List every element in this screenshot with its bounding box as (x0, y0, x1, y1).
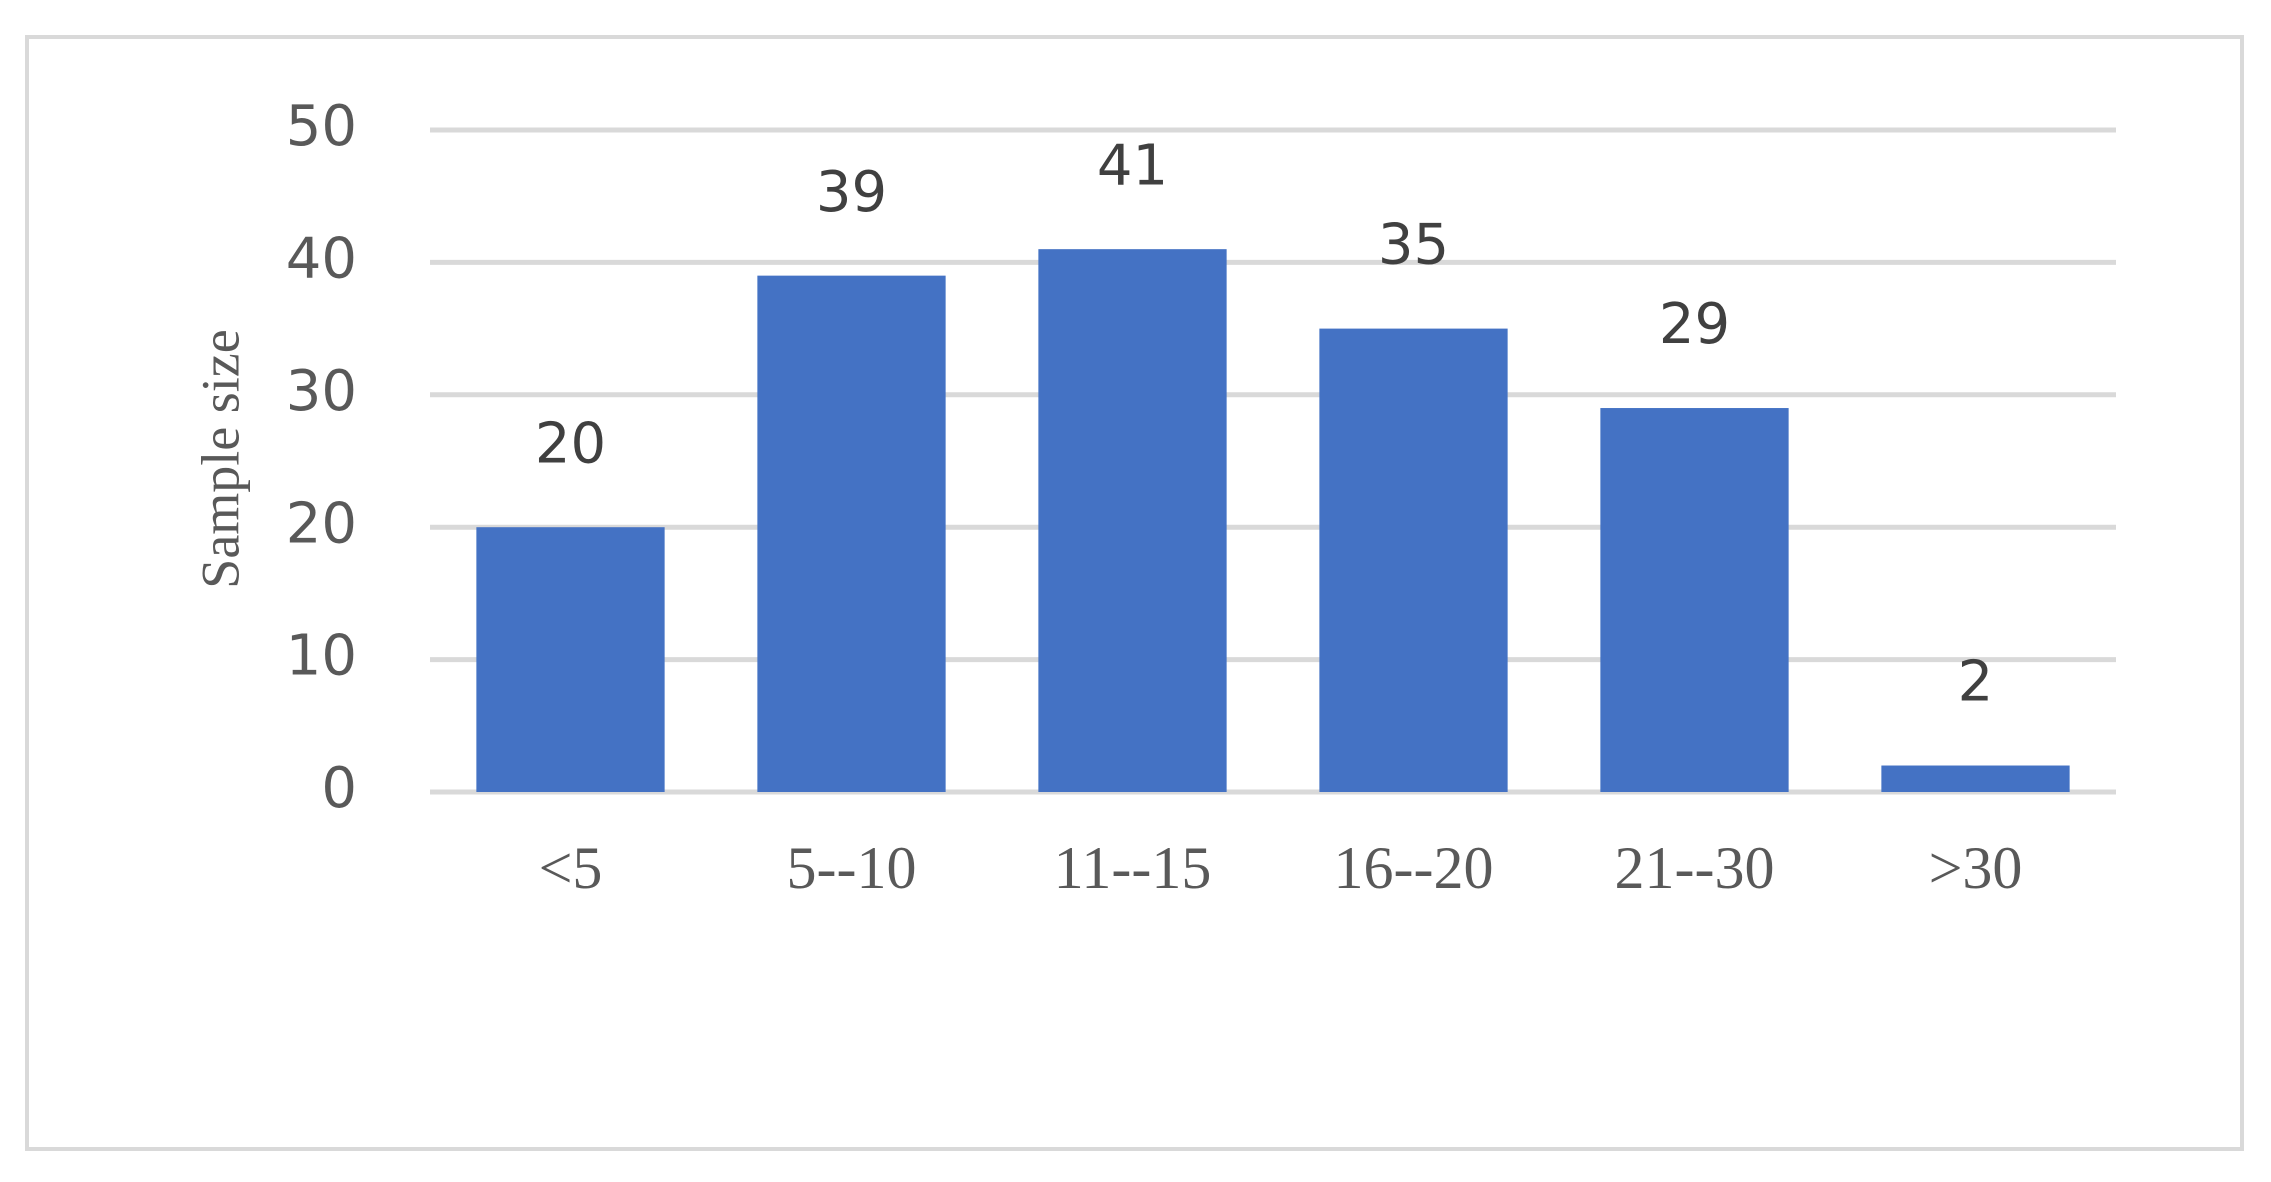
data-label: 29 (1659, 292, 1730, 357)
bar (757, 275, 946, 792)
y-tick-label: 40 (286, 227, 357, 292)
data-label: 35 (1378, 213, 1449, 278)
x-tick-label: 5--10 (787, 835, 917, 901)
x-tick-label: >30 (1929, 835, 2023, 901)
data-label: 20 (535, 411, 606, 476)
y-tick-label: 20 (286, 491, 357, 556)
bar (1881, 765, 2070, 792)
data-label: 41 (1097, 133, 1168, 198)
bar (476, 527, 665, 792)
x-tick-label: 16--20 (1334, 835, 1494, 901)
bar (1600, 408, 1789, 792)
bar (1038, 249, 1227, 792)
y-tick-label: 10 (286, 624, 357, 689)
x-tick-label: 11--15 (1054, 835, 1212, 901)
y-axis-title: Sample size (190, 329, 250, 588)
data-label: 2 (1958, 650, 1994, 715)
y-tick-label: 0 (321, 756, 357, 821)
x-tick-label: <5 (539, 835, 603, 901)
data-label: 39 (816, 160, 887, 225)
y-tick-label: 50 (286, 94, 357, 159)
x-tick-label: 21--30 (1615, 835, 1775, 901)
bar (1319, 328, 1508, 792)
y-tick-label: 30 (286, 359, 357, 424)
